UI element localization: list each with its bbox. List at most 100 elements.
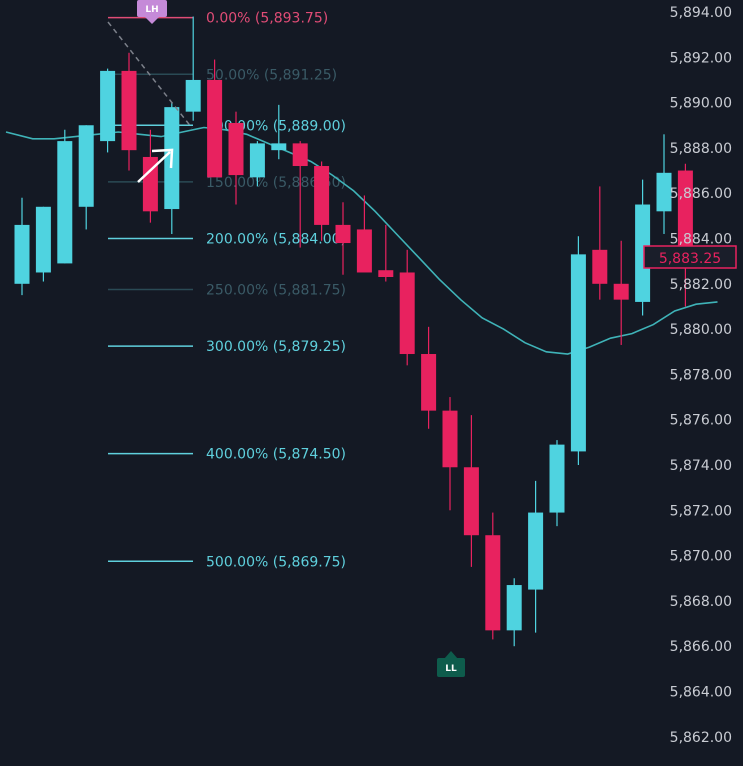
- price-tick-label: 5,862.00: [670, 730, 732, 746]
- candle[interactable]: [292, 141, 308, 248]
- candle[interactable]: [356, 195, 372, 273]
- candle-body: [442, 410, 458, 468]
- candle-body: [506, 585, 522, 631]
- candle-body: [228, 122, 244, 176]
- candle-body: [485, 535, 501, 631]
- candle[interactable]: [207, 59, 223, 178]
- fib-label-5: 250.00% (5,881.75): [206, 282, 346, 298]
- candle[interactable]: [378, 224, 394, 282]
- candle-body: [399, 272, 415, 355]
- candle-body: [656, 172, 672, 212]
- fib-label-4: 200.00% (5,884.00): [206, 232, 346, 248]
- ll-badge: [437, 658, 465, 677]
- price-tick-label: 5,874.00: [670, 458, 732, 474]
- candle[interactable]: [121, 52, 137, 171]
- fibonacci-extension-tool[interactable]: 0.00% (5,893.75) 50.00% (5,891.25) 100.00%…: [108, 11, 346, 571]
- candle[interactable]: [271, 104, 287, 160]
- candle-body: [35, 206, 51, 273]
- current-price-label: 5,883.25: [659, 251, 721, 267]
- price-tick-label: 5,864.00: [670, 685, 732, 701]
- lower-high-marker[interactable]: LH: [137, 0, 167, 24]
- candle-body: [100, 70, 116, 142]
- candle[interactable]: [463, 415, 479, 567]
- candle[interactable]: [142, 129, 158, 223]
- candle[interactable]: [506, 578, 522, 647]
- candle-body: [249, 143, 265, 178]
- candle[interactable]: [570, 236, 586, 465]
- candle-body: [314, 166, 330, 225]
- candle-body: [570, 254, 586, 452]
- price-tick-label: 5,886.00: [670, 186, 732, 202]
- candle-body: [378, 270, 394, 278]
- price-tick-label: 5,868.00: [670, 594, 732, 610]
- candle-body: [677, 170, 693, 257]
- price-tick-label: 5,888.00: [670, 141, 732, 157]
- fib-label-0: 0.00% (5,893.75): [206, 11, 328, 27]
- candle-body: [613, 283, 629, 300]
- trend-dashed-line[interactable]: [107, 21, 193, 129]
- candle[interactable]: [335, 202, 351, 275]
- price-tick-label: 5,894.00: [670, 5, 732, 21]
- lh-badge: [137, 0, 167, 17]
- candle[interactable]: [14, 197, 30, 296]
- candle[interactable]: [485, 512, 501, 640]
- candle-body: [121, 70, 137, 151]
- candle[interactable]: [228, 111, 244, 205]
- price-tick-label: 5,866.00: [670, 639, 732, 655]
- price-tick-label: 5,892.00: [670, 50, 732, 66]
- fib-label-3: 150.00% (5,886.50): [206, 175, 346, 191]
- candle-body: [207, 79, 223, 178]
- candle[interactable]: [314, 161, 330, 241]
- fib-label-2: 100.00% (5,889.00): [206, 118, 346, 134]
- candle[interactable]: [613, 240, 629, 345]
- price-tick-label: 5,882.00: [670, 277, 732, 293]
- lh-label: LH: [145, 5, 158, 15]
- candle[interactable]: [399, 249, 415, 366]
- candle[interactable]: [100, 68, 116, 153]
- fib-label-7: 400.00% (5,874.50): [206, 447, 346, 463]
- candle[interactable]: [635, 179, 651, 316]
- candle[interactable]: [549, 440, 565, 527]
- candle[interactable]: [421, 326, 437, 429]
- arrow-up-right-icon[interactable]: [137, 148, 174, 183]
- candle-body: [78, 125, 94, 207]
- candle[interactable]: [185, 16, 201, 121]
- current-price-tag[interactable]: 5,883.25: [643, 245, 737, 269]
- candle-body: [592, 249, 608, 284]
- fib-label-1: 50.00% (5,891.25): [206, 67, 337, 83]
- candle[interactable]: [528, 480, 544, 633]
- candle[interactable]: [78, 125, 94, 230]
- candle[interactable]: [249, 141, 265, 187]
- candle[interactable]: [656, 134, 672, 234]
- ll-label: LL: [445, 664, 457, 674]
- price-tick-label: 5,872.00: [670, 503, 732, 519]
- fib-label-6: 300.00% (5,879.25): [206, 339, 346, 355]
- price-axis-area[interactable]: [640, 0, 743, 766]
- candle-body: [292, 143, 308, 167]
- candle[interactable]: [164, 102, 180, 234]
- candle[interactable]: [442, 397, 458, 511]
- candles-layer: [14, 16, 693, 647]
- candle-body: [635, 204, 651, 302]
- candle[interactable]: [592, 186, 608, 300]
- lower-low-marker[interactable]: LL: [437, 651, 465, 677]
- candle-body: [14, 224, 30, 284]
- candle-body: [185, 79, 201, 112]
- price-tick-label: 5,880.00: [670, 322, 732, 338]
- candle-body: [142, 156, 158, 212]
- candle-body: [271, 143, 287, 151]
- annotation-layer: LH LL: [107, 0, 465, 677]
- price-tick-label: 5,878.00: [670, 367, 732, 383]
- candle[interactable]: [57, 129, 73, 264]
- candle-body: [549, 444, 565, 513]
- candle-body: [463, 467, 479, 536]
- candle-body: [356, 229, 372, 273]
- candle-body: [57, 141, 73, 264]
- candle[interactable]: [35, 206, 51, 282]
- candle-body: [528, 512, 544, 590]
- candle-body: [421, 354, 437, 411]
- price-axis[interactable]: 5,894.00 5,892.00 5,890.00 5,888.00 5,886.00…: [670, 5, 732, 746]
- candle[interactable]: [677, 163, 693, 307]
